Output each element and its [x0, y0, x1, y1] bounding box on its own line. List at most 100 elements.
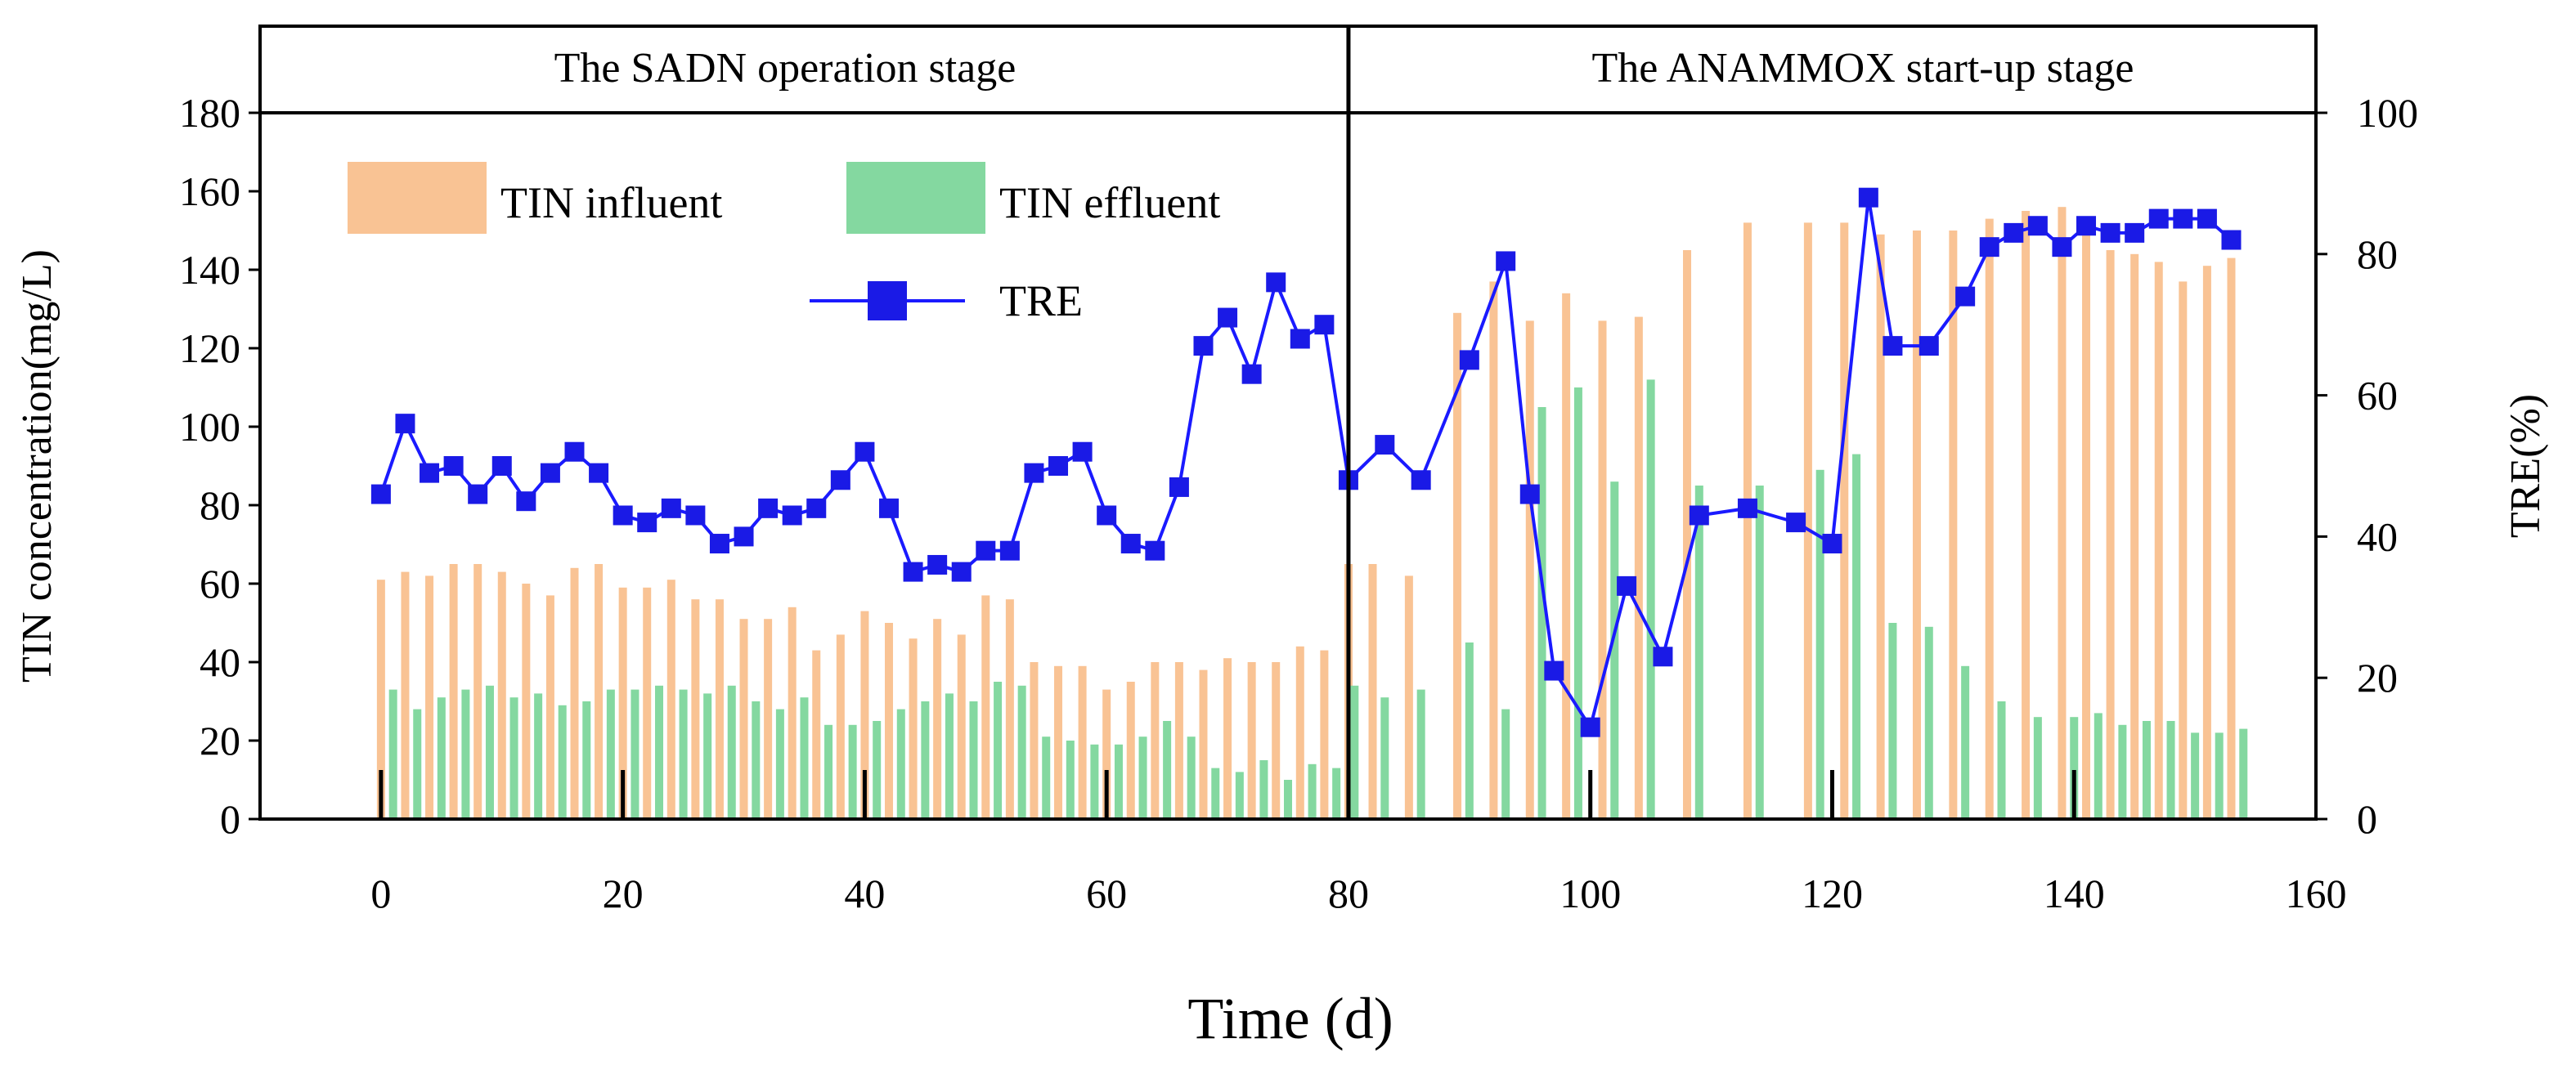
tre-point [758, 498, 779, 518]
effluent-bar [388, 689, 397, 819]
x-tick-label: 140 [2044, 871, 2105, 916]
tre-point [734, 526, 754, 547]
effluent-bar [2239, 728, 2248, 819]
influent-bar [2154, 262, 2163, 819]
influent-bar [1912, 231, 1921, 819]
effluent-bar [2142, 721, 2151, 819]
effluent-bar [848, 724, 857, 819]
tre-point [589, 463, 609, 483]
tre-point [878, 498, 899, 518]
influent-bar [1005, 599, 1014, 819]
influent-bar [595, 564, 604, 819]
y-right-tick-label: 40 [2357, 513, 2398, 559]
influent-bar [715, 599, 724, 819]
y-right-tick-label: 60 [2357, 373, 2398, 419]
effluent-bar [437, 697, 446, 819]
effluent-bar [1308, 763, 1317, 819]
plot-border [258, 25, 2318, 821]
y-left-tick-label: 160 [179, 168, 240, 214]
influent-bar [1453, 312, 1462, 819]
legend-tre-label: TRE [999, 276, 1083, 325]
influent-bar [425, 575, 434, 819]
effluent-bar [2118, 724, 2127, 819]
influent-bar [1078, 665, 1087, 819]
tre-point [2148, 208, 2169, 229]
effluent-bar [775, 709, 784, 819]
tre-point [1617, 575, 1637, 596]
effluent-bar [752, 701, 761, 819]
effluent-bar [703, 693, 712, 819]
tre-point [2221, 230, 2242, 250]
axis-ticks: 0 20 40 60 80 100 120 140 1600204060801001201401… [179, 90, 2418, 916]
legend-effluent-swatch [846, 162, 985, 234]
influent-bar [1368, 564, 1377, 819]
effluent-bar [655, 685, 664, 819]
influent-bar [1151, 662, 1160, 819]
tre-point [1496, 251, 1516, 271]
tre-point [420, 463, 440, 483]
effluent-bar [1694, 486, 1703, 819]
x-tick-label: 60 [1086, 871, 1127, 916]
influent-bar [2130, 253, 2139, 819]
influent-bar [933, 619, 942, 819]
tre-point [927, 554, 948, 575]
influent-bar [570, 567, 579, 819]
influent-bar [1525, 320, 1534, 819]
effluent-bar [1416, 689, 1425, 819]
y-left-tick-label: 180 [179, 90, 240, 136]
influent-bar [860, 611, 869, 819]
tre-point [1737, 498, 1757, 518]
effluent-bar [800, 697, 809, 819]
effluent-bar [1163, 721, 1172, 819]
tre-point [830, 470, 850, 490]
effluent-bar [1573, 387, 1582, 819]
influent-bar [739, 619, 748, 819]
y-left-tick-label: 120 [179, 325, 240, 371]
influent-bar [812, 650, 821, 819]
influent-bar [1489, 281, 1498, 819]
influent-bar [2202, 266, 2211, 819]
effluent-bar [1350, 685, 1359, 819]
influent-bar [2082, 222, 2091, 819]
influent-bar [1840, 222, 1849, 819]
tre-point [1883, 336, 1903, 356]
influent-bar [2022, 211, 2031, 819]
effluent-bar [1501, 709, 1510, 819]
y-right-tick-label: 80 [2357, 231, 2398, 277]
tre-point [370, 484, 391, 504]
tre-point [1459, 350, 1479, 370]
influent-bar [643, 587, 652, 819]
effluent-bar [1888, 623, 1897, 819]
tre-series [370, 187, 2242, 737]
influent-bar [1876, 234, 1885, 819]
tre-point [903, 562, 923, 582]
tre-point [2004, 222, 2024, 243]
tre-point [637, 513, 657, 533]
influent-bar [2106, 250, 2115, 819]
effluent-bar [1961, 665, 1970, 819]
tre-point [613, 505, 633, 526]
influent-bar [1174, 662, 1183, 819]
y-left-tick-label: 80 [200, 482, 240, 528]
effluent-bar [1815, 469, 1824, 819]
tre-point [564, 441, 585, 462]
influent-bar [1683, 250, 1692, 819]
effluent-bar [1235, 772, 1244, 819]
effluent-bar [2070, 717, 2079, 819]
tre-point [1290, 329, 1310, 349]
tre-point [806, 498, 827, 518]
influent-bar [449, 564, 458, 819]
effluent-bar [1259, 760, 1268, 819]
effluent-bar [1924, 626, 1933, 819]
x-tick-label: 80 [1328, 871, 1369, 916]
effluent-bar [2215, 732, 2224, 819]
effluent-bar [2191, 732, 2200, 819]
influent-bar [957, 634, 966, 819]
tre-point [2173, 208, 2193, 229]
influent-bar [1054, 665, 1063, 819]
tre-point [2100, 222, 2120, 243]
effluent-bar [994, 682, 1003, 819]
x-tick-label: 160 [2286, 871, 2347, 916]
effluent-bar [1852, 454, 1861, 819]
tre-point [1024, 463, 1044, 483]
